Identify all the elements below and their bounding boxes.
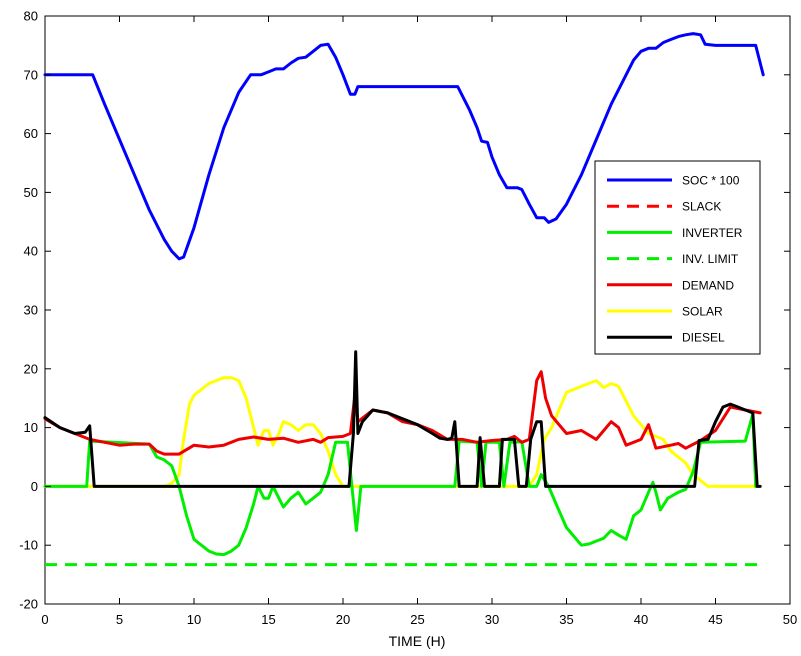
x-tick-label: 5 [116,612,123,627]
x-tick-label: 25 [410,612,424,627]
y-tick-label: -20 [19,597,38,612]
legend-label: SOLAR [682,305,723,319]
y-tick-label: 30 [24,303,38,318]
x-tick-label: 0 [41,612,48,627]
x-tick-label: 45 [708,612,722,627]
legend-label: DIESEL [682,331,725,345]
y-tick-label: 0 [31,479,38,494]
y-tick-label: 50 [24,185,38,200]
x-tick-label: 40 [634,612,648,627]
x-tick-label: 15 [261,612,275,627]
legend-label: SLACK [682,200,721,214]
y-tick-label: 20 [24,361,38,376]
series-layer [43,32,765,567]
legend: SOC * 100 SLACK INVERTER INV. LIMIT DEMAND SO… [594,160,761,355]
y-tick-label: 60 [24,126,38,141]
x-axis-label: TIME (H) [389,633,446,649]
x-tick-label: 50 [783,612,797,627]
legend-label: INVERTER [682,226,743,240]
y-tick-label: 70 [24,67,38,82]
x-tick-label: 10 [187,612,201,627]
x-tick-label: 35 [559,612,573,627]
x-tick-label: 30 [485,612,499,627]
legend-label: SOC * 100 [682,174,740,188]
series-line-diesel [43,350,762,488]
legend-box [594,160,761,355]
legend-label: DEMAND [682,278,734,292]
y-tick-label: -10 [19,538,38,553]
y-tick-label: 10 [24,420,38,435]
series-line-soc-100 [43,32,765,261]
x-tick-label: 20 [336,612,350,627]
y-tick-label: 40 [24,244,38,259]
y-tick-label: 80 [24,9,38,24]
axis-layer: 0 5 10 15 20 25 30 35 40 45 50 -20 -10 0 10 20 30 40 50 60 7… [19,9,797,628]
legend-label: INV. LIMIT [682,252,739,266]
